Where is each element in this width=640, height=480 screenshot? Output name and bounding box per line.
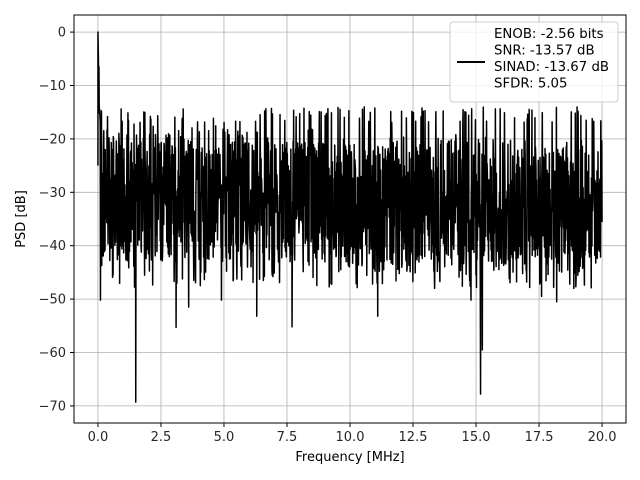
legend: ENOB: -2.56 bits SNR: -13.57 dB SINAD: -… — [449, 21, 619, 103]
y-tick-label: −30 — [39, 186, 66, 201]
x-tick-label: 7.5 — [277, 430, 298, 445]
psd-series-path — [97, 31, 603, 403]
x-tick-label: 10.0 — [336, 430, 365, 445]
y-tick-label: −40 — [39, 239, 66, 254]
x-tick-label: 5.0 — [214, 430, 235, 445]
y-tick-label: −10 — [39, 79, 66, 94]
legend-sinad: SINAD: -13.67 dB — [494, 60, 609, 75]
legend-snr: SNR: -13.57 dB — [494, 44, 595, 59]
y-tick-label: −20 — [39, 132, 66, 147]
y-axis-label: PSD [dB] — [14, 190, 29, 248]
y-tick-label: 0 — [58, 26, 66, 41]
x-tick-label: 12.5 — [399, 430, 428, 445]
legend-box — [449, 21, 619, 103]
legend-sfdr: SFDR: 5.05 — [494, 77, 567, 92]
x-tick-label: 15.0 — [462, 430, 491, 445]
series-line — [97, 31, 603, 403]
x-tick-label: 2.5 — [151, 430, 172, 445]
x-axis-label: Frequency [MHz] — [295, 450, 404, 465]
legend-enob: ENOB: -2.56 bits — [494, 27, 604, 42]
x-tick-label: 0.0 — [88, 430, 109, 445]
ticks: 0.0 2.5 5.0 7.5 10.0 12.5 15.0 17.5 20.0 0 −10 −20 −… — [39, 26, 617, 445]
y-tick-label: −60 — [39, 346, 66, 361]
x-tick-label: 17.5 — [525, 430, 554, 445]
x-tick-label: 20.0 — [588, 430, 617, 445]
y-tick-label: −50 — [39, 293, 66, 308]
y-tick-label: −70 — [39, 399, 66, 414]
